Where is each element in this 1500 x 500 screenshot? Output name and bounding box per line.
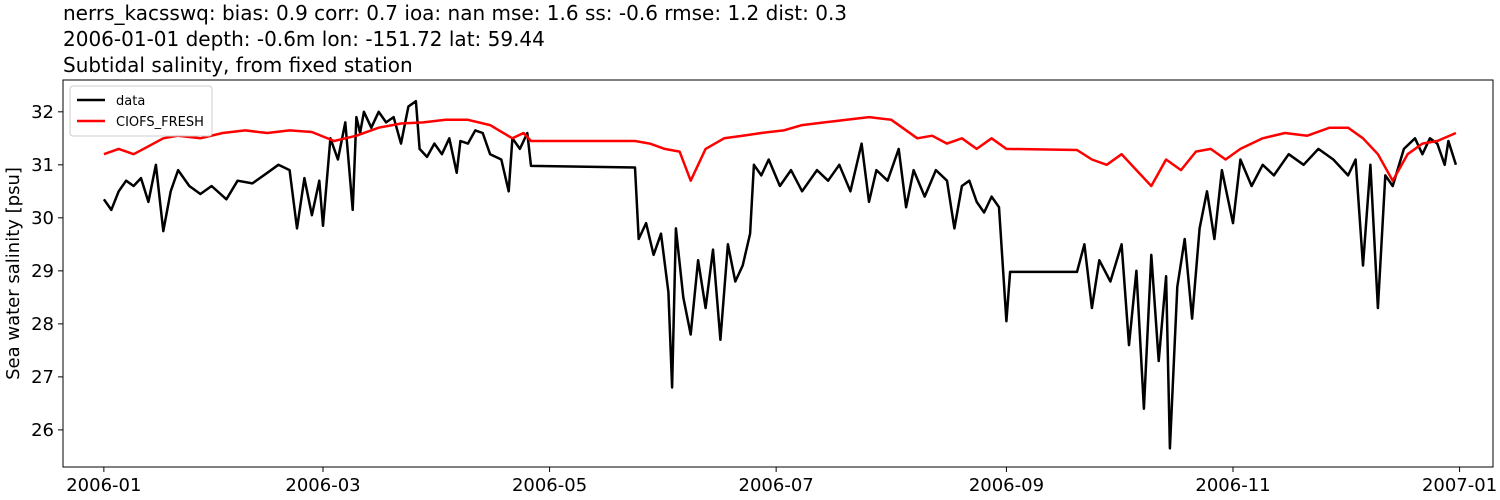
legend-label: data bbox=[116, 94, 145, 109]
y-tick-label: 28 bbox=[31, 314, 54, 335]
chart-title-block: nerrs_kacsswq: bias: 0.9 corr: 0.7 ioa: … bbox=[63, 0, 847, 78]
y-tick-label: 27 bbox=[31, 367, 54, 388]
legend-label: CIOFS_FRESH bbox=[116, 115, 204, 130]
plot-area bbox=[102, 99, 1458, 450]
y-axis-label: Sea water salinity [psu] bbox=[3, 167, 24, 380]
y-tick-label: 31 bbox=[31, 155, 54, 176]
chart-title-line-1: nerrs_kacsswq: bias: 0.9 corr: 0.7 ioa: … bbox=[63, 1, 848, 25]
chart-title-line-2: 2006-01-01 depth: -0.6m lon: -151.72 lat… bbox=[63, 27, 545, 51]
x-tick-label: 2006-05 bbox=[512, 475, 587, 496]
series-line-data bbox=[102, 99, 1458, 450]
x-tick-label: 2006-09 bbox=[969, 475, 1044, 496]
x-tick-label: 2006-11 bbox=[1195, 475, 1270, 496]
y-tick-label: 32 bbox=[31, 102, 54, 123]
chart-title-line-3: Subtidal salinity, from fixed station bbox=[63, 53, 413, 77]
x-tick-label: 2006-01 bbox=[66, 475, 141, 496]
legend: data CIOFS_FRESH bbox=[69, 85, 213, 137]
series-line-ciofs-fresh bbox=[103, 115, 1457, 188]
y-tick-label: 30 bbox=[31, 208, 54, 229]
plot-frame bbox=[62, 79, 1494, 468]
x-tick-label: 2006-07 bbox=[739, 475, 814, 496]
axes: 2006-01 2006-03 2006-05 2006-07 2006-09 2006-… bbox=[3, 79, 1497, 496]
legend-box bbox=[69, 85, 213, 137]
y-tick-label: 26 bbox=[31, 420, 54, 441]
y-tick-label: 29 bbox=[31, 261, 54, 282]
x-tick-label: 2007-01 bbox=[1422, 475, 1497, 496]
x-tick-label: 2006-03 bbox=[285, 475, 360, 496]
